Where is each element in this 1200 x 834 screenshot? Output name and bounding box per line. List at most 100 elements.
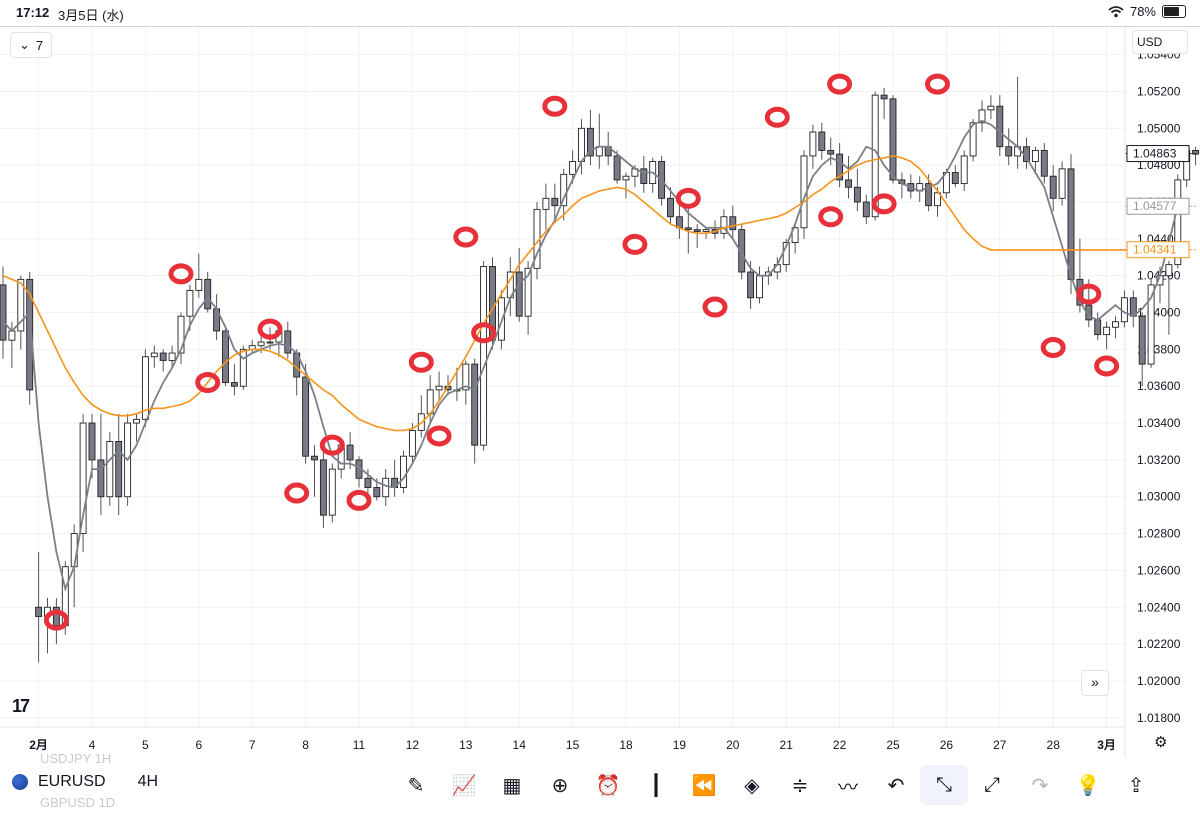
time-tick-label: 19 (673, 738, 687, 752)
candle-bear (845, 179, 852, 188)
replay-icon[interactable]: ⏪ (691, 774, 717, 797)
symbol-interval[interactable]: 4H (137, 773, 159, 790)
candle-bear (230, 382, 238, 387)
candlestick-chart[interactable]: 2月 4 5 6 7 8 11 12 13 14 15 18 19 20 21 22 25 26 27 28 3月 1.… (0, 27, 1200, 757)
toolbar-tools: ✎ 📈 ▦ ⊕ ⏰ ┃ ⏪ ◈ ≑ 〰 ↶ ⤡ ⤢ ↷ 💡 ⇪ (392, 765, 1160, 805)
price-tick-label: 1.02400 (1137, 600, 1181, 614)
candle-bull (8, 330, 16, 341)
add-icon[interactable]: ⊕ (551, 774, 569, 797)
annotation-circle (871, 193, 897, 215)
candle-style-icon[interactable]: ┃ (649, 774, 663, 797)
time-tick-label: 27 (993, 738, 1007, 752)
compare-icon[interactable]: 〰 (838, 776, 858, 799)
share-icon[interactable]: ⇪ (1127, 774, 1145, 797)
candle-bull (542, 197, 550, 210)
candle-bear (738, 229, 746, 273)
collapse-icon[interactable]: ⤡ (920, 765, 968, 805)
price-tick-label: 1.03000 (1137, 490, 1181, 504)
candle-bear (880, 94, 888, 100)
chart-area[interactable]: 2月 4 5 6 7 8 11 12 13 14 15 18 19 20 21 22 25 26 27 28 3月 1.… (0, 26, 1200, 758)
candle-bear (471, 363, 479, 446)
candle-bull (328, 468, 336, 516)
time-tick-label: 20 (726, 738, 740, 752)
settings-sliders-icon[interactable]: ≑ (791, 774, 809, 797)
candle-bear (319, 459, 327, 516)
candle-bear (364, 477, 372, 488)
candle-bear (640, 168, 648, 185)
candle-bull (809, 131, 817, 157)
price-tick-label: 1.03200 (1137, 453, 1181, 467)
candle-bear (925, 183, 933, 207)
ma-orange-line (2, 155, 1134, 432)
ma-gray-line (2, 119, 1179, 592)
candle-bear (1067, 168, 1075, 280)
time-tick-label: 22 (833, 738, 847, 752)
annotation-circle (426, 425, 452, 447)
scroll-to-realtime-button[interactable]: » (1081, 670, 1109, 696)
alert-icon[interactable]: ⏰ (595, 774, 621, 797)
candle-bull (1031, 149, 1039, 162)
candle-bear (1094, 319, 1102, 336)
candle-bull (987, 105, 995, 111)
annotation-circle (471, 322, 497, 344)
candle-bear (889, 98, 897, 181)
candle-bull (480, 266, 488, 446)
idea-icon[interactable]: 💡 (1075, 774, 1101, 797)
candle-bull (186, 289, 194, 317)
time-axis: 2月 4 5 6 7 8 11 12 13 14 15 18 19 20 21 22 25 26 27 28 3月 (29, 738, 1116, 752)
time-tick-label: 7 (249, 738, 256, 752)
candle-bull (462, 363, 470, 391)
candle-bear (729, 216, 737, 231)
candle-bear (747, 271, 755, 299)
candle-bull (1165, 264, 1173, 277)
battery-icon (1162, 5, 1186, 18)
price-axis: 1.054001.052001.050001.048001.046001.044… (1137, 48, 1181, 725)
annotation-circle (1040, 337, 1066, 359)
time-tick-label: 4 (89, 738, 96, 752)
candle-bull (569, 161, 577, 175)
candle-bull (400, 455, 407, 488)
symbol-selector[interactable]: EURUSD 4H (12, 773, 158, 791)
candle-bear (311, 455, 318, 461)
ghost-symbol-below: GBPUSD 1D (40, 795, 116, 810)
candle-bear (373, 487, 381, 498)
candle-bull (1112, 321, 1119, 328)
candle-bull (1103, 326, 1111, 336)
interval-toggle-button[interactable]: ⌄ 7 (10, 32, 53, 58)
draw-icon[interactable]: ✎ (407, 774, 425, 797)
axis-settings-icon[interactable]: ⚙ (1154, 734, 1168, 751)
price-tick-label: 1.05200 (1137, 84, 1181, 98)
layers-icon[interactable]: ◈ (744, 774, 760, 797)
price-tick-label: 1.02200 (1137, 637, 1181, 651)
candle-bull (435, 385, 443, 391)
candle-bear (204, 278, 212, 310)
price-tick-label: 1.02600 (1137, 563, 1181, 577)
candle-bull (622, 175, 630, 181)
time-tick-label: 5 (142, 738, 149, 752)
tradingview-logo-icon: 17 (12, 696, 30, 716)
currency-button[interactable]: USD (1132, 30, 1188, 54)
indicators-icon[interactable]: 📈 (451, 774, 477, 797)
ghost-symbol-above: USDJPY 1H (40, 751, 112, 766)
candle-bull (578, 127, 585, 162)
candle-bear (1192, 149, 1200, 155)
annotation-circle (542, 95, 568, 117)
annotation-circle (1076, 283, 1102, 305)
candle-bear (159, 352, 167, 361)
annotation-circle (453, 226, 479, 248)
annotation-circle (818, 206, 844, 228)
status-bar: 17:12 3月5日 (水) 78% (0, 0, 1200, 26)
layout-grid-icon[interactable]: ▦ (502, 774, 522, 797)
candle-bear (515, 271, 523, 317)
price-tick-label: 1.01800 (1137, 711, 1181, 725)
undo-icon[interactable]: ↶ (887, 774, 905, 797)
candle-bull (168, 352, 176, 361)
status-time: 17:12 (16, 5, 50, 20)
candle-bull (1147, 284, 1155, 365)
fullscreen-icon[interactable]: ⤢ (984, 773, 1000, 796)
candle-bear (35, 606, 43, 617)
redo-icon[interactable]: ↷ (1031, 774, 1049, 797)
interval-toggle-label: 7 (35, 37, 44, 53)
candle-bull (141, 356, 149, 420)
candle-bull (1174, 179, 1182, 266)
